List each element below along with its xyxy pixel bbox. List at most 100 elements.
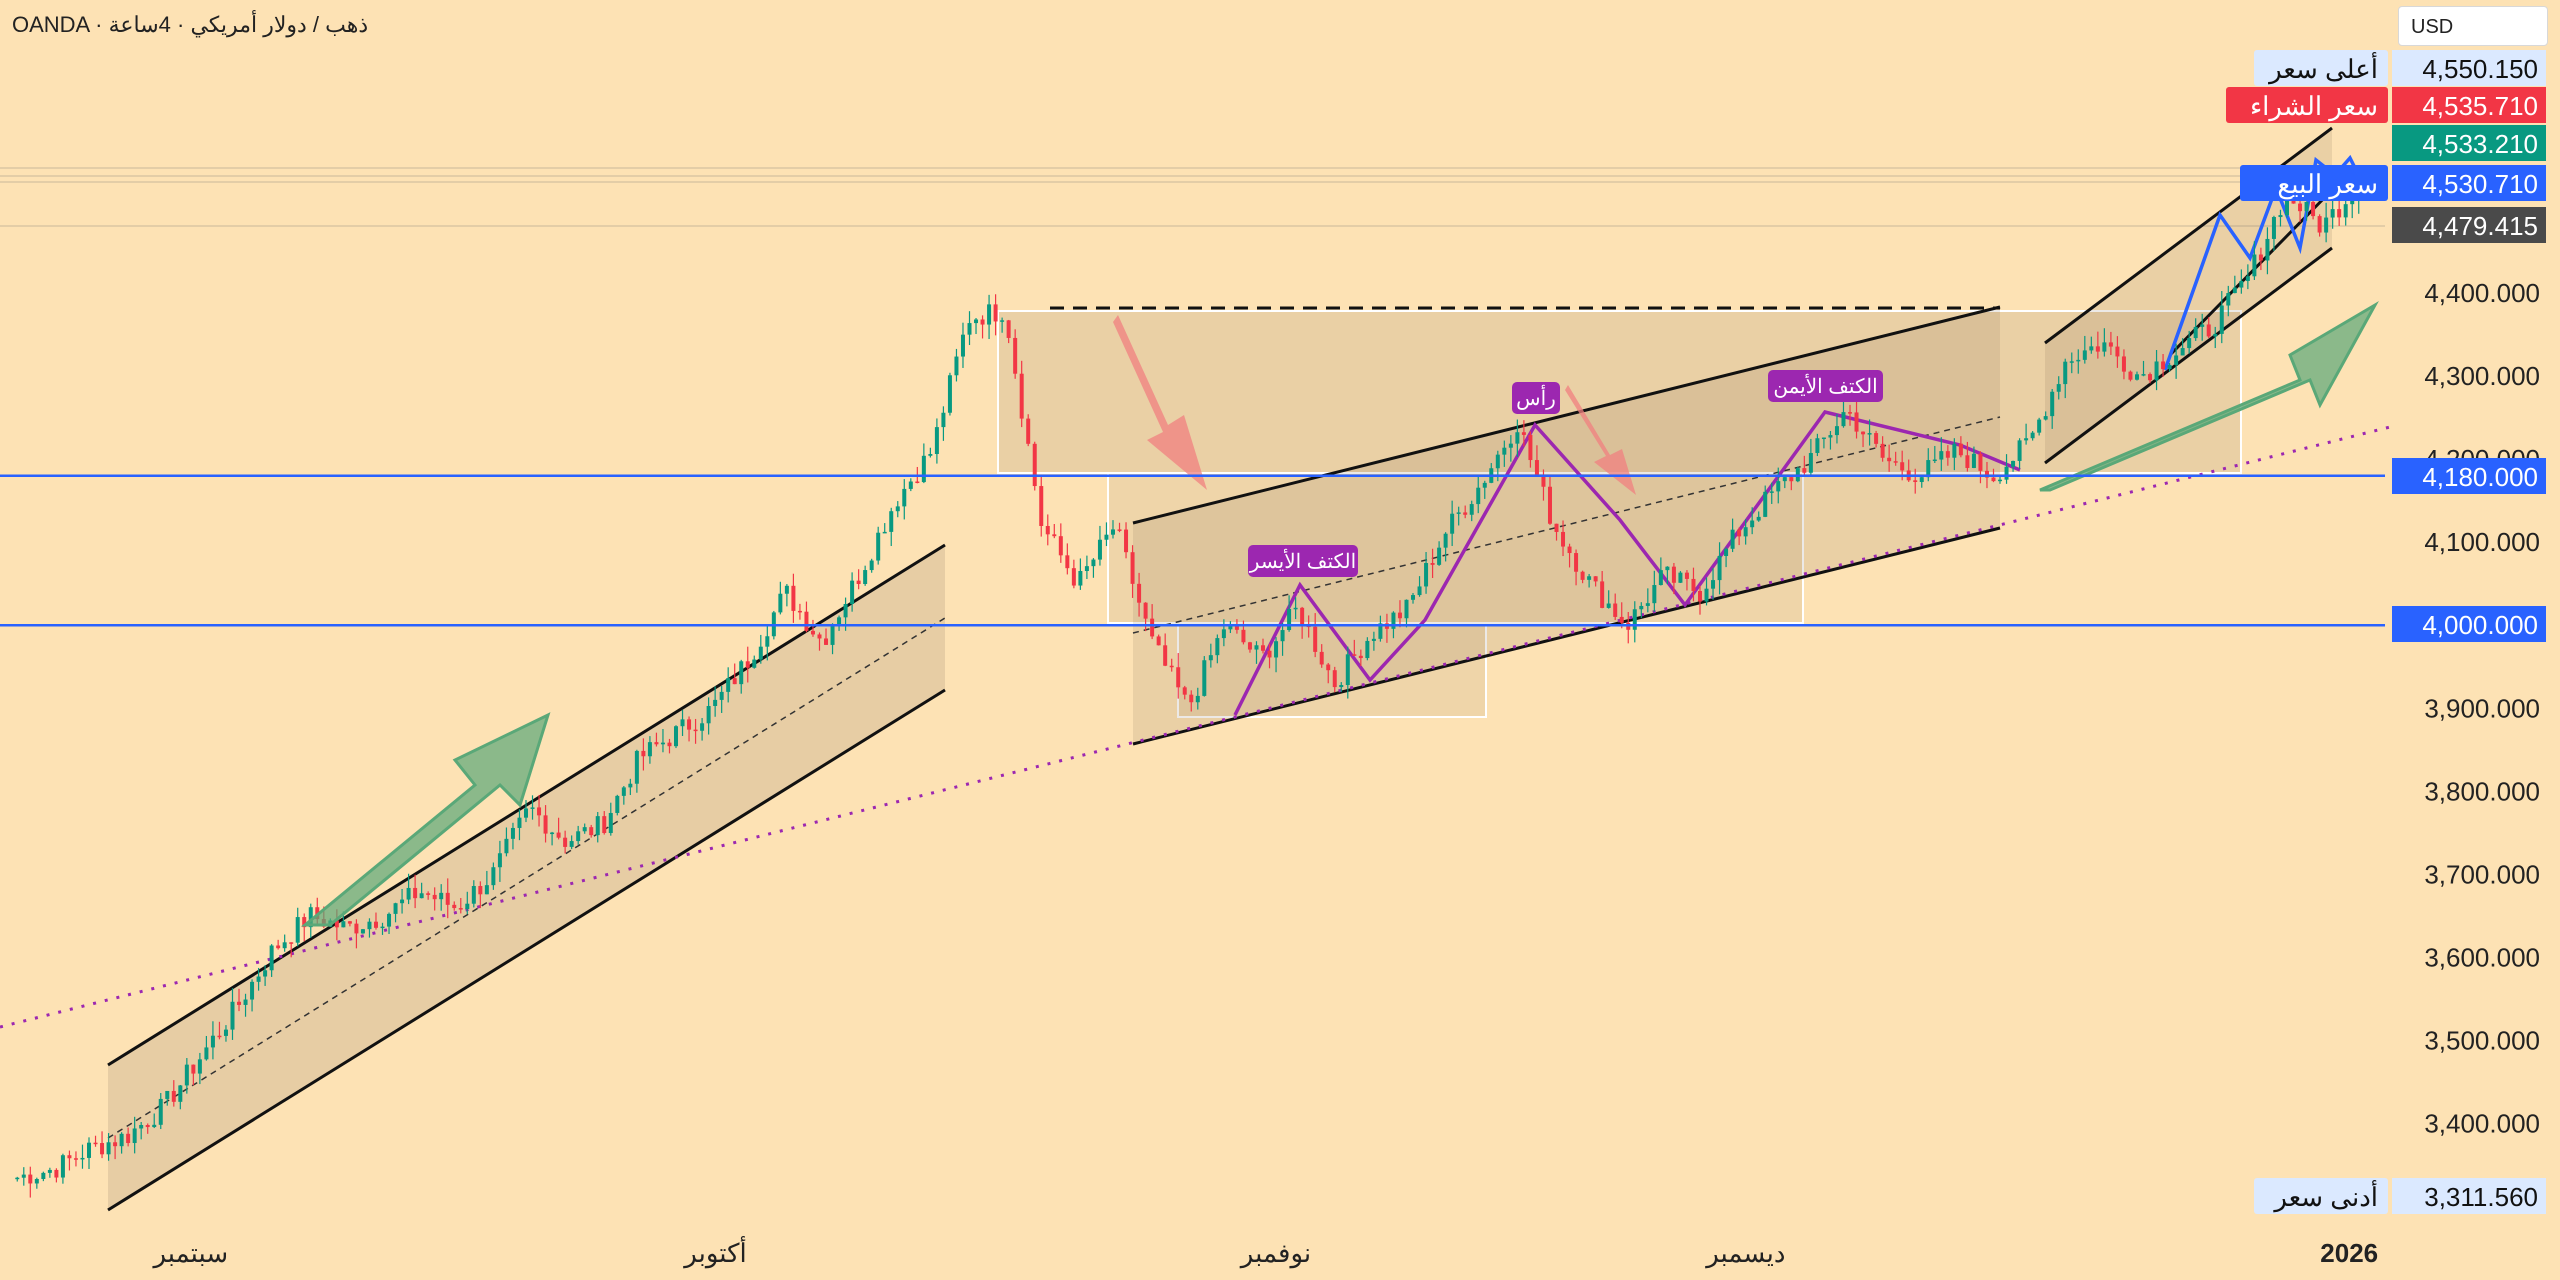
annotation-badge[interactable]: رأس — [1512, 382, 1560, 414]
candle-body[interactable] — [745, 661, 750, 668]
red-arrow-down-2[interactable] — [1565, 385, 1636, 495]
candle-body[interactable] — [2063, 361, 2068, 385]
candle-body[interactable] — [1424, 563, 1429, 587]
candle-body[interactable] — [152, 1124, 157, 1128]
candle-body[interactable] — [941, 412, 946, 428]
candle-body[interactable] — [2193, 326, 2198, 339]
candle-body[interactable] — [484, 885, 489, 895]
candle-body[interactable] — [947, 375, 952, 413]
candle-body[interactable] — [2265, 238, 2270, 261]
candle-body[interactable] — [1848, 412, 1853, 414]
candle-body[interactable] — [915, 481, 920, 484]
candle-body[interactable] — [1645, 603, 1650, 606]
candle-body[interactable] — [1671, 566, 1676, 583]
candle-body[interactable] — [217, 1035, 222, 1038]
candle-body[interactable] — [615, 795, 620, 813]
candle-body[interactable] — [1411, 595, 1416, 600]
candle-body[interactable] — [165, 1090, 170, 1099]
candle-body[interactable] — [1919, 477, 1924, 483]
candle-body[interactable] — [1450, 513, 1455, 534]
candle-body[interactable] — [347, 921, 352, 924]
candle-body[interactable] — [387, 913, 392, 927]
candle-body[interactable] — [2017, 440, 2022, 461]
candle-body[interactable] — [1026, 418, 1031, 444]
channel-mid-fill[interactable] — [1133, 307, 2000, 744]
candle-body[interactable] — [41, 1172, 46, 1179]
candle-body[interactable] — [2082, 350, 2087, 360]
candle-body[interactable] — [1365, 640, 1370, 659]
candle-body[interactable] — [2180, 348, 2185, 356]
candle-body[interactable] — [1724, 548, 1729, 557]
candle-body[interactable] — [432, 894, 437, 900]
candle-body[interactable] — [256, 976, 261, 982]
candle-body[interactable] — [269, 945, 274, 971]
candle-body[interactable] — [73, 1158, 78, 1160]
candle-body[interactable] — [1019, 373, 1024, 419]
candle-body[interactable] — [2167, 364, 2172, 370]
candle-body[interactable] — [1652, 585, 1657, 604]
candle-body[interactable] — [1319, 651, 1324, 665]
candle-body[interactable] — [1221, 629, 1226, 639]
candle-body[interactable] — [1254, 645, 1259, 650]
candle-body[interactable] — [380, 926, 385, 929]
candle-body[interactable] — [158, 1098, 163, 1125]
candle-body[interactable] — [1006, 320, 1011, 338]
candle-body[interactable] — [426, 893, 431, 895]
candle-body[interactable] — [2298, 203, 2303, 212]
candle-body[interactable] — [993, 304, 998, 322]
green-arrow-left[interactable] — [300, 712, 551, 927]
candle-body[interactable] — [791, 585, 796, 611]
channel-right-upper[interactable] — [2044, 126, 2333, 345]
candle-body[interactable] — [1045, 525, 1050, 535]
candle-body[interactable] — [1202, 660, 1207, 696]
candle-body[interactable] — [1547, 486, 1552, 524]
candle-body[interactable] — [2056, 384, 2061, 392]
candle-body[interactable] — [197, 1059, 202, 1074]
candle-body[interactable] — [1332, 670, 1337, 688]
candle-body[interactable] — [719, 691, 724, 700]
candle-body[interactable] — [1287, 608, 1292, 631]
candle-body[interactable] — [817, 634, 822, 639]
candle-body[interactable] — [680, 719, 685, 727]
candle-body[interactable] — [308, 907, 313, 928]
candle-body[interactable] — [243, 999, 248, 1005]
candle-body[interactable] — [830, 626, 835, 645]
candle-body[interactable] — [1274, 641, 1279, 658]
candle-body[interactable] — [497, 853, 502, 868]
candle-body[interactable] — [478, 886, 483, 895]
candle-body[interactable] — [1358, 655, 1363, 659]
candle-body[interactable] — [1984, 470, 1989, 478]
candle-body[interactable] — [1711, 580, 1716, 589]
candle-body[interactable] — [1508, 443, 1513, 448]
candle-body[interactable] — [1900, 462, 1905, 471]
candle-body[interactable] — [1874, 433, 1879, 444]
candle-body[interactable] — [1137, 583, 1142, 603]
candle-body[interactable] — [80, 1157, 85, 1160]
candle-body[interactable] — [1632, 609, 1637, 630]
candle-body[interactable] — [2206, 324, 2211, 337]
candle-body[interactable] — [602, 816, 607, 834]
candle-body[interactable] — [445, 892, 450, 905]
candle-body[interactable] — [2350, 199, 2355, 205]
candle-body[interactable] — [1926, 460, 1931, 478]
candle-body[interactable] — [1104, 534, 1109, 540]
candle-body[interactable] — [2069, 361, 2074, 363]
candle-body[interactable] — [406, 887, 411, 900]
candle-body[interactable] — [1071, 568, 1076, 586]
candle-body[interactable] — [654, 742, 659, 745]
candle-body[interactable] — [1743, 527, 1748, 537]
candle-body[interactable] — [419, 893, 424, 899]
candle-body[interactable] — [1397, 612, 1402, 619]
candle-body[interactable] — [1150, 618, 1155, 637]
candle-body[interactable] — [1593, 576, 1598, 582]
candle-body[interactable] — [1293, 607, 1298, 610]
candle-body[interactable] — [1554, 523, 1559, 532]
candle-body[interactable] — [1097, 539, 1102, 560]
candle-body[interactable] — [191, 1064, 196, 1074]
candle-body[interactable] — [1039, 486, 1044, 526]
candle-body[interactable] — [824, 638, 829, 645]
candle-body[interactable] — [1078, 570, 1083, 586]
candle-body[interactable] — [1261, 645, 1266, 651]
candle-body[interactable] — [2258, 254, 2263, 261]
candle-body[interactable] — [250, 981, 255, 1000]
